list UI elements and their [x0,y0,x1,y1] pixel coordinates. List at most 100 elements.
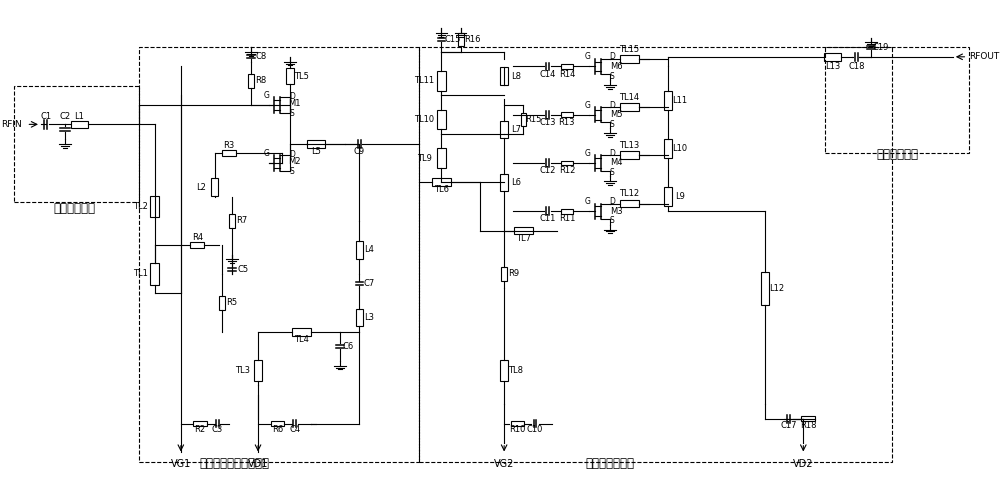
Text: RFOUT: RFOUT [969,52,1000,61]
Text: L6: L6 [511,178,521,187]
Text: C9: C9 [354,147,365,156]
Text: R7: R7 [236,217,247,225]
Bar [500,173,508,191]
Bar [419,47,892,462]
Bar [271,421,284,426]
Text: S: S [610,168,615,177]
Bar [500,68,508,85]
Bar [561,64,573,69]
Text: R5: R5 [226,298,238,307]
Text: R12: R12 [559,166,575,175]
Text: TL3: TL3 [235,366,250,375]
Text: TL12: TL12 [620,189,640,198]
Bar [139,47,419,462]
Text: M5: M5 [610,110,622,119]
Text: R10: R10 [509,425,526,434]
Text: TL8: TL8 [508,366,523,375]
Text: L11: L11 [672,96,687,105]
Text: S: S [289,167,294,176]
Bar [561,161,573,166]
Text: TL6: TL6 [434,186,449,195]
Text: M4: M4 [610,158,622,168]
Bar [761,271,769,305]
Text: R18: R18 [800,421,816,430]
Bar [664,187,672,206]
Text: C19: C19 [872,43,889,51]
Text: D: D [609,149,615,158]
Bar [620,55,639,63]
Text: L4: L4 [364,245,374,254]
Bar [801,416,815,421]
Text: R2: R2 [195,425,206,434]
Text: L13: L13 [825,62,840,71]
Text: 共源共栖及负反馈网络: 共源共栖及负反馈网络 [199,457,269,470]
Text: M2: M2 [288,156,301,166]
Text: 改进型行波网络: 改进型行波网络 [586,457,635,470]
Bar [514,227,533,234]
Bar [286,69,294,84]
Bar [437,110,446,129]
Text: C7: C7 [363,279,375,288]
Text: R9: R9 [508,270,519,278]
Text: C11: C11 [539,215,556,223]
Bar [437,71,446,91]
Bar [620,199,639,207]
Bar [307,140,325,147]
Text: C13: C13 [539,118,556,127]
Text: M1: M1 [288,98,301,108]
Bar [190,242,204,248]
Text: C1: C1 [40,112,51,121]
Bar [248,74,254,88]
Text: R16: R16 [464,35,481,44]
Text: C6: C6 [342,342,353,351]
Text: C14: C14 [539,70,556,79]
Text: VG2: VG2 [494,459,514,469]
Text: L10: L10 [672,144,687,153]
Bar [222,150,236,156]
Bar [501,267,507,281]
Text: C4: C4 [289,425,300,434]
Text: S: S [610,72,615,81]
Text: C18: C18 [848,62,865,71]
Text: L3: L3 [364,313,374,322]
Text: G: G [584,197,590,206]
Text: TL10: TL10 [414,115,434,124]
Text: TL11: TL11 [414,76,434,85]
Bar [292,328,311,336]
Text: 输入匹配网络: 输入匹配网络 [54,201,96,215]
Text: D: D [609,52,615,61]
Bar [824,53,841,61]
Text: L7: L7 [511,124,521,134]
Text: R4: R4 [192,233,203,242]
Text: VD2: VD2 [793,459,814,469]
Bar [561,112,573,117]
Text: L1: L1 [75,112,84,121]
Bar [664,91,672,110]
Text: R6: R6 [272,425,283,434]
Text: VD1: VD1 [248,459,268,469]
Text: TL2: TL2 [133,202,148,211]
Text: TL5: TL5 [294,72,309,81]
Text: C8: C8 [255,52,267,61]
Text: R13: R13 [559,118,575,127]
Bar [664,139,672,158]
Text: R14: R14 [559,70,575,79]
Bar [432,178,451,186]
Text: TL4: TL4 [294,335,309,344]
Bar [219,296,225,310]
Text: C5: C5 [238,265,249,273]
Bar [500,360,508,381]
Text: C15: C15 [445,35,461,44]
Text: L2: L2 [196,183,206,192]
Bar [511,421,524,426]
Text: R8: R8 [255,76,267,85]
Text: M3: M3 [610,207,622,216]
Text: S: S [289,109,294,118]
Text: C10: C10 [527,425,543,434]
Bar [561,209,573,214]
Bar [193,421,207,426]
Bar [356,309,363,326]
Text: D: D [289,92,295,101]
Bar [71,121,88,128]
Text: TL13: TL13 [619,141,640,150]
